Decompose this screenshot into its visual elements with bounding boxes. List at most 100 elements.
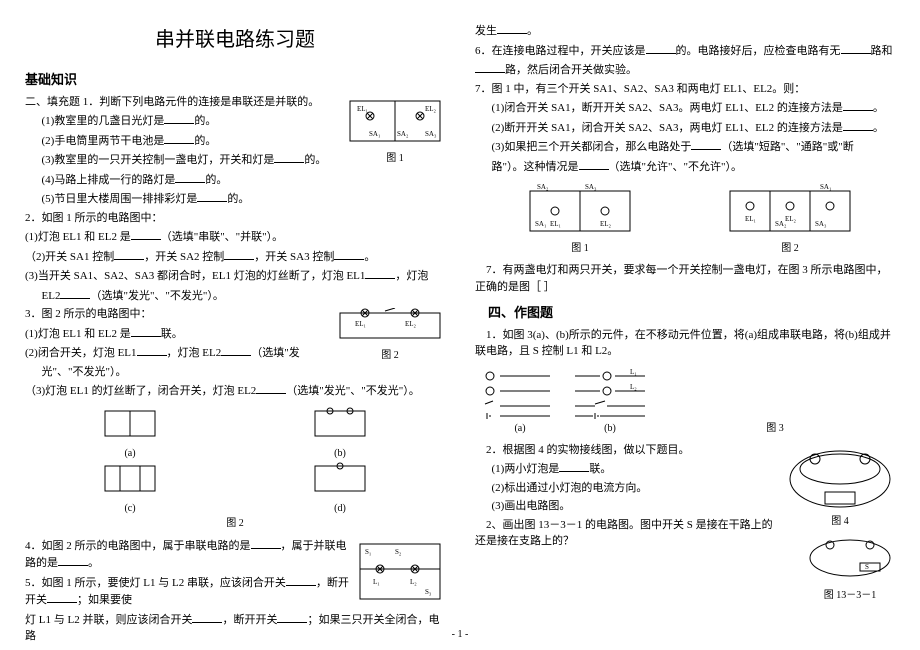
q6: 6．在连接电路过程中，开关应该是的。电路接好后，应检查电路有无路和	[475, 42, 895, 60]
q1-4: (4)马路上排成一行的路灯是的。	[25, 171, 445, 189]
blank	[475, 61, 505, 73]
svg-text:EL₂: EL₂	[425, 105, 437, 113]
blank	[131, 325, 161, 337]
blank	[58, 554, 88, 566]
blank	[114, 248, 144, 260]
figures-1-2-right: SA₂SA₃ SA₁EL₁EL₂ 图 1 SA₁EL₁EL₂ SA₂SA₃ 图 …	[475, 181, 895, 256]
blank	[277, 611, 307, 623]
svg-text:EL₁: EL₁	[745, 215, 756, 223]
blank	[60, 287, 90, 299]
q7-1: (1)闭合开关 SA1，断开开关 SA2、SA3。两电灯 EL1、EL2 的连接…	[475, 99, 895, 117]
fig2r-caption: 图 2	[685, 241, 895, 256]
blank	[192, 611, 222, 623]
blank	[131, 228, 161, 240]
blank	[365, 267, 395, 279]
figure-1331-svg: S	[805, 533, 895, 588]
svg-text:L₂: L₂	[410, 578, 417, 586]
svg-text:SA₂: SA₂	[537, 183, 549, 191]
fig2-caption: 图 2	[335, 348, 445, 363]
blank	[843, 99, 873, 111]
q5g: 发生。	[475, 22, 895, 40]
svg-text:S₃: S₃	[425, 588, 432, 596]
blank	[175, 171, 205, 183]
svg-text:L₁: L₁	[373, 578, 380, 586]
figure-s-wrap: S₁ S₂ L₁ L₂ S₃	[355, 539, 445, 609]
fig1331-caption: 图 13－3－1	[805, 588, 895, 603]
svg-text:EL₂: EL₂	[600, 220, 612, 228]
blank	[334, 248, 364, 260]
svg-text:EL₂: EL₂	[405, 320, 417, 328]
svg-text:SA₃: SA₃	[425, 130, 437, 138]
svg-text:EL₁: EL₁	[355, 320, 366, 328]
q7: 7．图 1 中，有三个开关 SA1、SA2、SA3 和两电灯 EL1、EL2。则…	[475, 81, 895, 98]
svg-text:SA₂: SA₂	[775, 220, 787, 228]
blank	[559, 460, 589, 472]
page-root: 串并联电路练习题 基础知识 EL₁EL₂ SA₁SA₂SA₃ 图 1 二、填充题…	[25, 20, 895, 647]
figure-1331-wrap: S 图 13－3－1	[805, 533, 895, 603]
right-column: 发生。 6．在连接电路过程中，开关应该是的。电路接好后，应检查电路有无路和 路，…	[475, 20, 895, 647]
d1: 1．如图 3(a)、(b)所示的元件，在不移动元件位置，将(a)组成串联电路，将…	[475, 327, 895, 360]
fig1r-caption: 图 1	[475, 241, 685, 256]
blank	[286, 574, 316, 586]
figure-4-svg	[785, 444, 895, 514]
blank	[197, 190, 227, 202]
main-title: 串并联电路练习题	[25, 25, 445, 55]
figure-2-wrap: EL₁ EL₂ 图 2	[335, 308, 445, 363]
svg-text:SA₁: SA₁	[535, 220, 546, 228]
svg-text:EL₂: EL₂	[785, 215, 797, 223]
q3-2d: 光"、"不发光"）。	[25, 364, 445, 381]
q2-2: （2)开关 SA1 控制，开关 SA2 控制，开关 SA3 控制。	[25, 248, 445, 266]
svg-text:L₁: L₁	[630, 368, 637, 376]
fig4-caption: 图 4	[785, 514, 895, 529]
q2-1: (1)灯泡 EL1 和 EL2 是（选填"串联"、"并联"）。	[25, 228, 445, 246]
svg-text:S₂: S₂	[395, 548, 402, 556]
fig1-caption: 图 1	[345, 151, 445, 166]
figure-4-wrap: 图 4	[785, 444, 895, 529]
svg-text:SA₁: SA₁	[369, 130, 380, 138]
q7-2: (2)断开开关 SA1，闭合开关 SA2、SA3，两电灯 EL1、EL2 的连接…	[475, 119, 895, 137]
blank	[497, 22, 527, 34]
q7b: 7．有两盏电灯和两只开关，要求每一个开关控制一盏电灯，在图 3 所示电路图中，正…	[475, 262, 895, 295]
svg-text:EL₁: EL₁	[357, 105, 368, 113]
blank	[841, 42, 871, 54]
fig2b-caption: 图 2	[25, 516, 445, 531]
blank	[164, 112, 194, 124]
blank	[274, 151, 304, 163]
q7-3: (3)如果把三个开关都闭合，那么电路处于（选填"短路"、"通路"或"断	[475, 138, 895, 156]
svg-text:S: S	[865, 563, 869, 571]
blank	[579, 158, 609, 170]
figure-2-grid: (a) (b) (c) (d) 图 2	[25, 406, 445, 531]
blank	[691, 138, 721, 150]
q2-3c: EL2（选填"发光"、"不发光"）。	[25, 287, 445, 305]
blank	[221, 344, 251, 356]
figure-1-svg: EL₁ EL₂ SA₁ SA₂ SA₃	[345, 96, 445, 151]
figure-1-wrap: EL₁ EL₂ SA₁ SA₂ SA₃ 图 1	[345, 96, 445, 166]
svg-text:SA₂: SA₂	[397, 130, 409, 138]
figure-2-svg: EL₁ EL₂	[335, 308, 445, 348]
q7-3c: 路"）。这种情况是（选填"允许"、"不允许"）。	[475, 158, 895, 176]
blank	[646, 42, 676, 54]
q2: 2．如图 1 所示的电路图中：	[25, 210, 445, 227]
q2-3: (3)当开关 SA1、SA2、SA3 都闭合时，EL1 灯泡的灯丝断了，灯泡 E…	[25, 267, 445, 285]
blank	[137, 344, 167, 356]
section-basic: 基础知识	[25, 70, 445, 90]
left-column: 串并联电路练习题 基础知识 EL₁EL₂ SA₁SA₂SA₃ 图 1 二、填充题…	[25, 20, 445, 647]
figure-3-row: (a) L₁ L₂ (b) 图 3	[475, 366, 895, 436]
blank	[47, 591, 77, 603]
svg-text:SA₃: SA₃	[585, 183, 597, 191]
blank	[256, 382, 286, 394]
section-draw: 四、作图题	[475, 303, 895, 323]
svg-text:SA₁: SA₁	[820, 183, 831, 191]
blank	[164, 132, 194, 144]
blank	[843, 119, 873, 131]
svg-text:S₁: S₁	[365, 548, 371, 556]
q1-5: (5)节日里大楼周围一排排彩灯是的。	[25, 190, 445, 208]
q3-3: （3)灯泡 EL1 的灯丝断了，闭合开关，灯泡 EL2（选填"发光"、"不发光"…	[25, 382, 445, 400]
page-footer: - 1 -	[0, 627, 920, 642]
svg-text:EL₁: EL₁	[550, 220, 561, 228]
q6d: 路，然后闭合开关做实验。	[475, 61, 895, 79]
svg-text:L₂: L₂	[630, 383, 637, 391]
figure-s-svg: S₁ S₂ L₁ L₂ S₃	[355, 539, 445, 609]
fig3-caption: 图 3	[655, 421, 895, 436]
blank	[224, 248, 254, 260]
